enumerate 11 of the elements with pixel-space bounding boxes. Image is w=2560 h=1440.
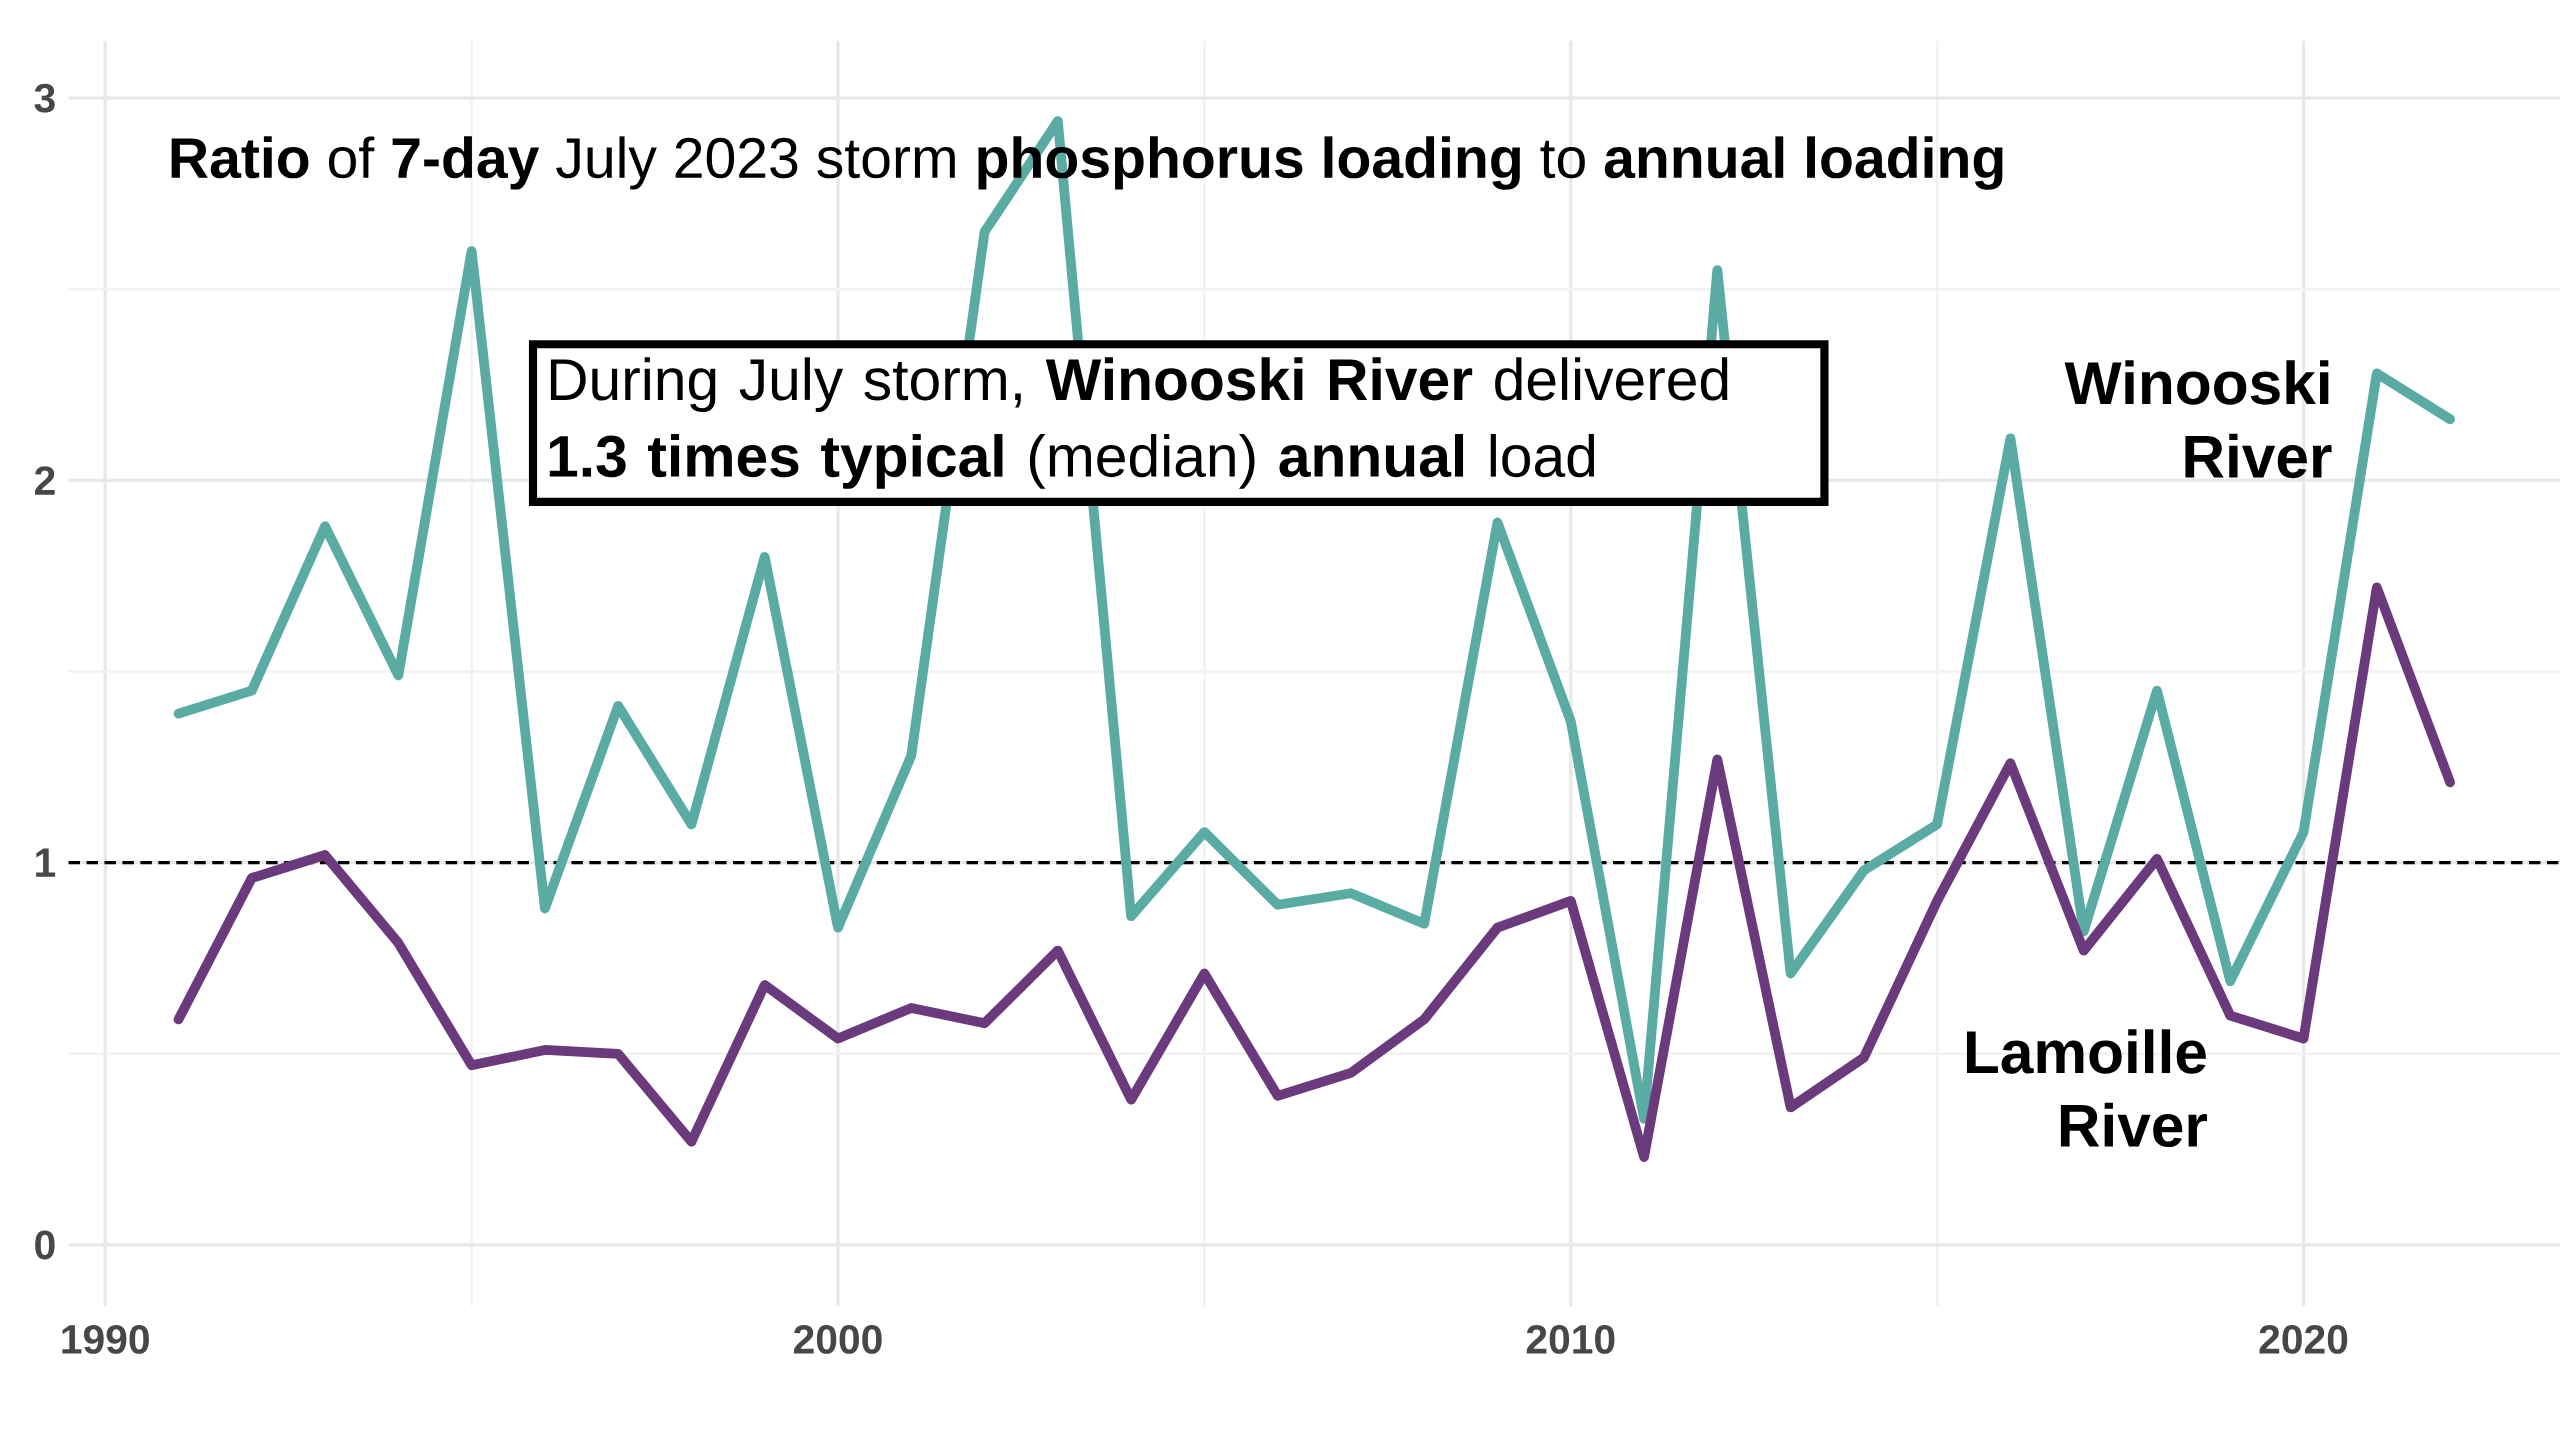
series-label: Lamoille River (1966, 1029, 2207, 1148)
y-tick-label: 1 (36, 848, 56, 877)
x-tick-label: 2020 (2259, 1324, 2348, 1354)
y-tick-label: 2 (34, 466, 55, 495)
y-tick-label: 3 (34, 83, 55, 113)
x-tick-label: 1990 (62, 1324, 149, 1354)
y-tick-label: 0 (35, 1230, 55, 1260)
text: During July storm, Winooski River delivered 1.3 times typical (median) annual load (549, 357, 1728, 489)
series-label: Winooski River (2064, 360, 2332, 479)
x-tick-label: 2000 (794, 1324, 882, 1354)
x-tick-label: 2010 (1526, 1324, 1615, 1354)
